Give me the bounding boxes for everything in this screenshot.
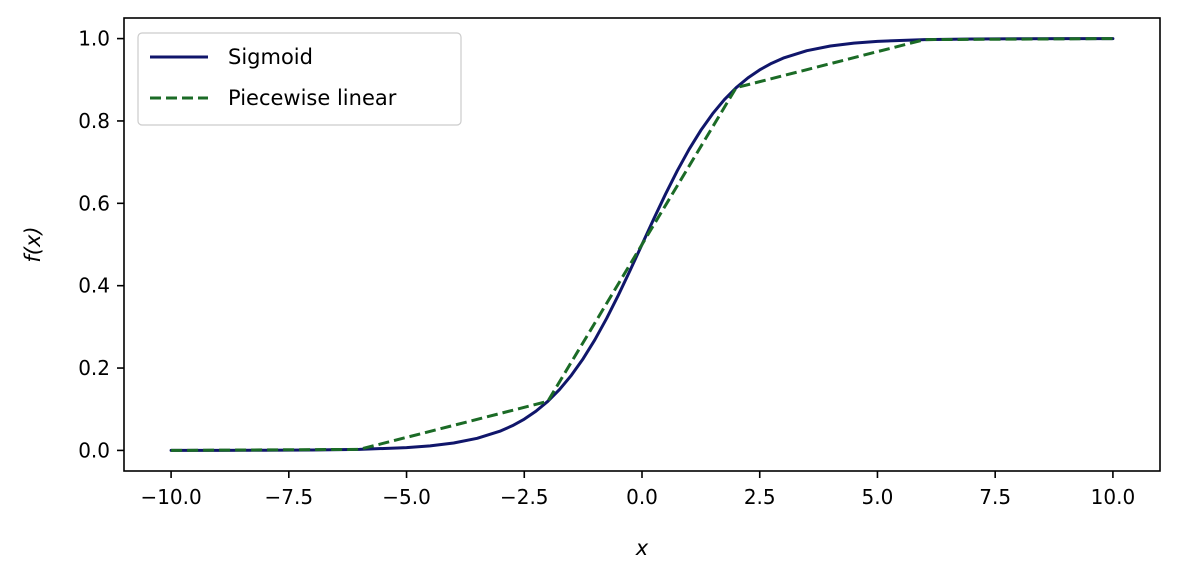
y-tick-label: 0.0: [78, 438, 110, 462]
x-tick-label: 0.0: [626, 485, 658, 509]
legend: Sigmoid Piecewise linear: [137, 32, 462, 126]
y-tick-label: 0.6: [78, 191, 110, 215]
x-tick-label: 5.0: [862, 485, 894, 509]
y-tick-label: 0.4: [78, 274, 110, 298]
x-tick-label: 7.5: [979, 485, 1011, 509]
series-layer: [169, 37, 1115, 452]
legend-label-sigmoid: Sigmoid: [228, 45, 313, 69]
y-axis-label: f(x): [21, 226, 45, 262]
x-tick-label: −10.0: [140, 485, 201, 509]
y-tick-label: 0.2: [78, 356, 110, 380]
y-axis-ticks: 0.0 0.2 0.4 0.6 0.8 1.0: [78, 27, 124, 462]
x-axis-ticks: −10.0 −7.5 −5.0 −2.5 0.0 2.5 5.0 7.5 10.0: [140, 471, 1135, 509]
legend-box: [137, 32, 462, 126]
x-tick-label: −7.5: [265, 485, 314, 509]
x-tick-label: 10.0: [1091, 485, 1136, 509]
y-tick-label: 1.0: [78, 27, 110, 51]
series-line-piecewise-linear: [171, 37, 1113, 452]
x-tick-label: 2.5: [744, 485, 776, 509]
x-axis-label: x: [635, 536, 649, 560]
y-tick-label: 0.8: [78, 109, 110, 133]
legend-label-piecewise-linear: Piecewise linear: [228, 86, 397, 110]
x-tick-label: −2.5: [500, 485, 549, 509]
x-tick-label: −5.0: [382, 485, 431, 509]
